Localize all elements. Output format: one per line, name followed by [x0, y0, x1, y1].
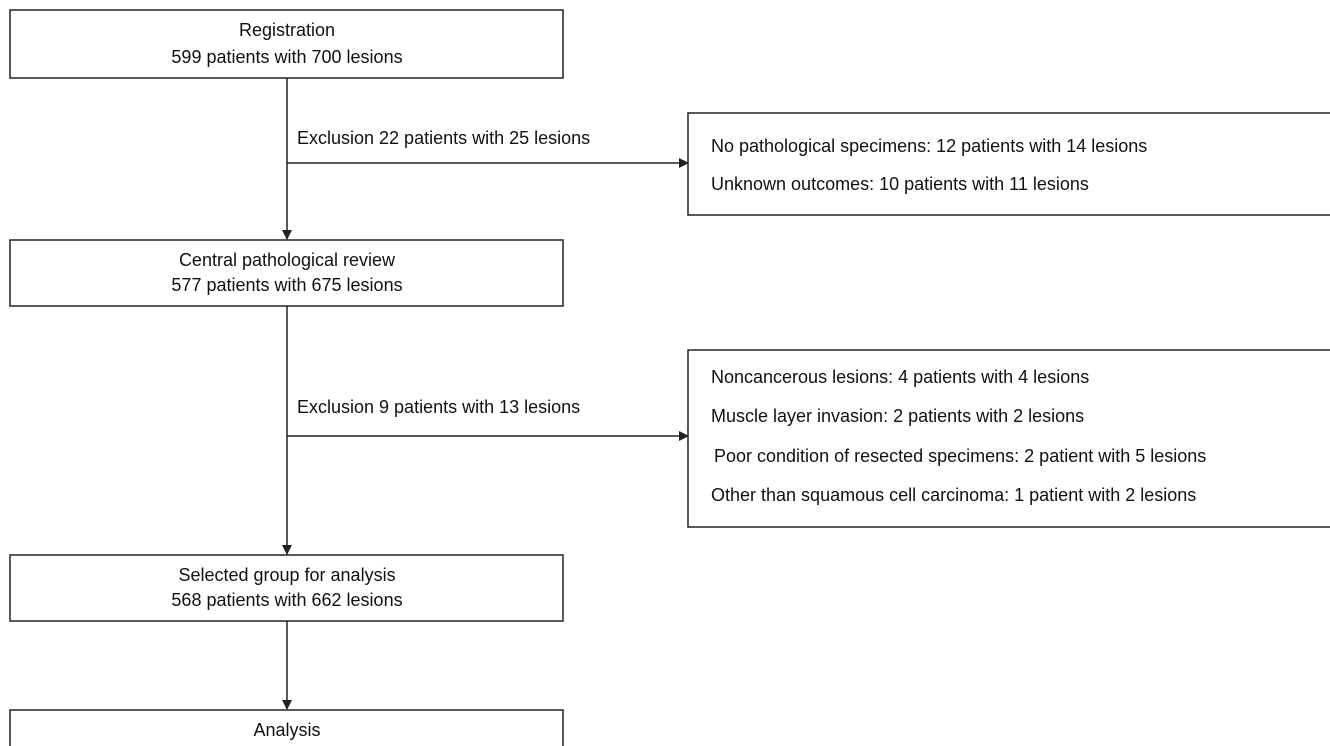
box: [9, 9, 564, 79]
reason: No pathological specimens: 12 patients w…: [711, 136, 1147, 156]
reason: Poor condition of resected specimens: 2 …: [714, 446, 1206, 466]
exclusion-label: Exclusion 9 patients with 13 lesions: [297, 397, 580, 417]
box: [9, 554, 564, 622]
node-title: Analysis: [253, 720, 320, 740]
reason: Other than squamous cell carcinoma: 1 pa…: [711, 485, 1196, 505]
exclusion-label: Exclusion 22 patients with 25 lesions: [297, 128, 590, 148]
reason: Unknown outcomes: 10 patients with 11 le…: [711, 174, 1089, 194]
node-title: Central pathological review: [179, 250, 396, 270]
reason: Muscle layer invasion: 2 patients with 2…: [711, 406, 1084, 426]
node-detail: 577 patients with 675 lesions: [171, 275, 402, 295]
box: [9, 239, 564, 307]
reason: Noncancerous lesions: 4 patients with 4 …: [711, 367, 1089, 387]
box: [9, 709, 564, 746]
node-detail: 599 patients with 700 lesions: [171, 47, 402, 67]
node-detail: 568 patients with 662 lesions: [171, 590, 402, 610]
node-title: Registration: [239, 20, 335, 40]
box: [687, 112, 1330, 216]
box: [687, 349, 1330, 528]
node-title: Selected group for analysis: [178, 565, 395, 585]
